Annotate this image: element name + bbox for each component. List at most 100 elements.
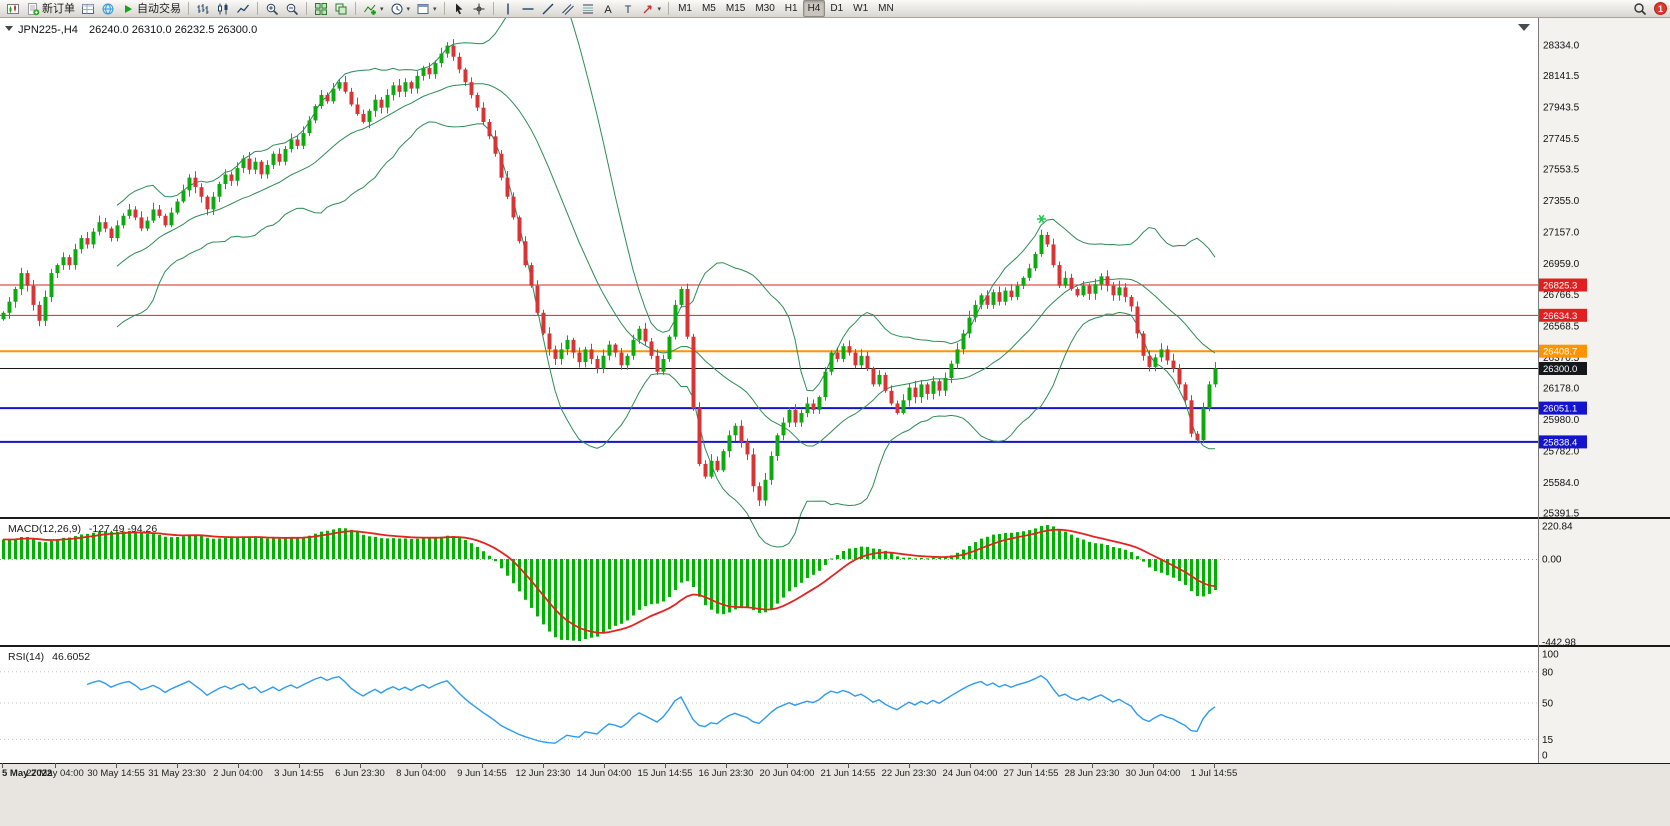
- trendline-icon[interactable]: [538, 0, 558, 18]
- indicators-icon: [364, 4, 376, 15]
- quote-line: JPN225-,H4 26240.0 26310.0 26232.5 26300…: [5, 24, 257, 36]
- notification-badge[interactable]: 1: [1654, 2, 1667, 15]
- timeframe-m1[interactable]: M1: [678, 3, 692, 14]
- templates-icon[interactable]: ▾: [413, 0, 440, 18]
- text-icon[interactable]: A: [598, 0, 618, 18]
- horizontal-line-icon[interactable]: [518, 0, 538, 18]
- price-level-badge-text: 26825.3: [1543, 281, 1577, 292]
- candlestick-icon: [218, 3, 228, 14]
- channel-icon: [561, 3, 574, 15]
- time-scale-label: 12 Jun 23:30: [516, 768, 571, 779]
- candlestick-icon[interactable]: [213, 0, 233, 18]
- periods-icon[interactable]: ▾: [387, 0, 414, 18]
- price-level-badge-text: 26051.1: [1543, 404, 1577, 415]
- horizontal-line-icon: [522, 7, 534, 10]
- price-scale-label: 25584.0: [1543, 478, 1580, 489]
- candles-layer[interactable]: [1, 39, 1218, 506]
- time-scale-label: 21 Jun 14:55: [821, 768, 876, 779]
- button-label: 新订单: [42, 2, 75, 15]
- price-scale[interactable]: 28334.0 28141.5 27943.5 27745.5 27553.5 27355…: [1539, 41, 1587, 520]
- vertical-line-icon[interactable]: [498, 0, 518, 18]
- symbol-period-label: JPN225-,H4: [18, 24, 78, 36]
- level-lines-layer[interactable]: [0, 284, 1538, 443]
- new-chart-icon: [7, 3, 19, 14]
- text-icon: A: [604, 4, 612, 16]
- community-icon: [102, 3, 114, 14]
- macd-panel[interactable]: 220.84 0.00 -442.98: [0, 522, 1576, 649]
- rsi-axis-label: 50: [1542, 699, 1554, 710]
- price-level-badge: [1539, 308, 1587, 322]
- dropdown-arrow-icon: ▾: [380, 5, 384, 13]
- timeframe-w1[interactable]: W1: [853, 3, 869, 14]
- dropdown-arrow-icon: ▾: [433, 5, 437, 13]
- label-icon[interactable]: T: [618, 0, 638, 18]
- price-scale-label: 27943.5: [1543, 103, 1580, 114]
- tile-windows-icon[interactable]: [311, 0, 331, 18]
- timeframe-mn[interactable]: MN: [878, 3, 894, 14]
- price-scale-label: 26178.0: [1543, 383, 1580, 394]
- price-level-badge-text: 26408.7: [1543, 347, 1577, 358]
- periods-icon: [391, 3, 403, 14]
- new-chart-icon[interactable]: [3, 0, 23, 18]
- price-level-badge: [1539, 278, 1587, 292]
- zoom-out-icon[interactable]: [282, 0, 302, 18]
- new-order-icon[interactable]: 新订单: [23, 0, 78, 18]
- toolbar-separator: [355, 2, 356, 15]
- zoom-in-icon[interactable]: [262, 0, 282, 18]
- auto-trading-icon: [125, 4, 132, 13]
- time-scale-label: 30 Jun 04:00: [1126, 768, 1181, 779]
- price-scale-label: 25782.0: [1543, 446, 1580, 457]
- rsi-label: RSI(14) 46.6052: [8, 651, 90, 663]
- indicators-icon[interactable]: ▾: [360, 0, 387, 18]
- chart-shift-marker[interactable]: [1518, 24, 1530, 31]
- time-scale-label: 15 Jun 14:55: [638, 768, 693, 779]
- market-watch-icon: [82, 3, 94, 14]
- price-scale-label: 25980.0: [1543, 415, 1580, 426]
- svg-text:T: T: [624, 4, 631, 16]
- time-scale-label: 16 Jun 23:30: [699, 768, 754, 779]
- price-level-badge: [1539, 435, 1587, 449]
- rsi-axis-label: 0: [1542, 751, 1548, 762]
- auto-trading-icon[interactable]: 自动交易: [118, 0, 184, 18]
- timeframe-m15[interactable]: M15: [725, 3, 746, 14]
- toolbar-separator: [492, 2, 494, 15]
- cascade-windows-icon[interactable]: [331, 0, 351, 18]
- ohlc-values: 26240.0 26310.0 26232.5 26300.0: [89, 24, 257, 36]
- search-icon[interactable]: [1630, 0, 1650, 18]
- price-level-badge: [1539, 401, 1587, 415]
- market-watch-icon[interactable]: [78, 0, 98, 18]
- time-scale-label: 30 May 14:55: [87, 768, 145, 779]
- cursor-icon: [455, 3, 463, 14]
- rsi-panel[interactable]: 100 80 50 15 0: [0, 650, 1559, 762]
- macd-axis-label: 220.84: [1542, 522, 1573, 533]
- line-chart-icon[interactable]: [233, 0, 253, 18]
- vertical-line-icon: [506, 3, 509, 14]
- templates-icon: [417, 3, 429, 14]
- bar-chart-icon[interactable]: [193, 0, 213, 18]
- time-scale-label: 31 May 23:30: [148, 768, 206, 779]
- crosshair-icon[interactable]: [469, 0, 489, 18]
- rsi-axis-label: 80: [1542, 667, 1554, 678]
- community-icon[interactable]: [98, 0, 118, 18]
- timeframe-m5[interactable]: M5: [701, 3, 716, 14]
- price-scale-label: 27157.0: [1543, 228, 1580, 239]
- crosshair-icon: [473, 3, 485, 14]
- dropdown-arrow-icon: ▾: [657, 5, 662, 13]
- price-level-badge-text: 26300.0: [1543, 364, 1577, 375]
- channel-icon[interactable]: [558, 0, 578, 18]
- timeframe-d1[interactable]: D1: [830, 3, 844, 14]
- timeframe-h4[interactable]: H4: [802, 0, 826, 17]
- svg-text:A: A: [604, 4, 612, 16]
- timeframe-m30[interactable]: M30: [755, 3, 775, 14]
- macd-signal-line: [3, 528, 1216, 634]
- cursor-icon[interactable]: [449, 0, 469, 18]
- symbol-dropdown-icon[interactable]: [5, 26, 13, 31]
- dropdown-arrow-icon: ▾: [406, 5, 411, 13]
- fibonacci-icon[interactable]: [578, 0, 598, 18]
- timeframe-h1[interactable]: H1: [784, 3, 798, 14]
- buy-signal-marker[interactable]: [1037, 214, 1046, 224]
- arrows-icon[interactable]: ▾: [638, 0, 665, 18]
- toolbar-separator: [668, 2, 670, 15]
